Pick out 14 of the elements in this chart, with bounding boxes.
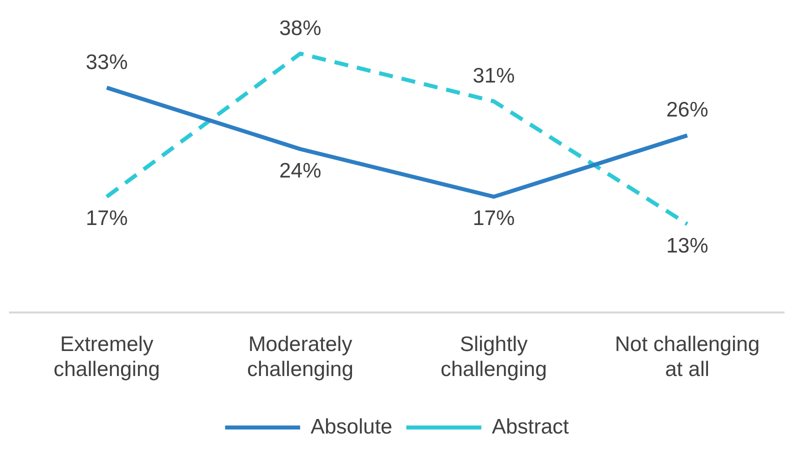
x-tick-label: Extremely challenging [54, 332, 160, 382]
data-label: 17% [472, 207, 515, 230]
x-tick-label: Not challenging at all [614, 332, 760, 382]
data-label: 31% [472, 64, 515, 88]
data-label: 13% [666, 234, 708, 258]
x-tick-label: Moderately challenging [247, 332, 354, 382]
x-tick-label: Slightly challenging [440, 332, 547, 382]
data-label: 24% [279, 159, 322, 182]
legend-label: Absolute [310, 415, 392, 438]
data-label: 17% [86, 207, 128, 230]
data-label: 26% [666, 98, 708, 122]
data-label: 33% [86, 51, 128, 74]
data-label: 38% [279, 16, 322, 40]
legend-label: Abstract [492, 415, 570, 438]
